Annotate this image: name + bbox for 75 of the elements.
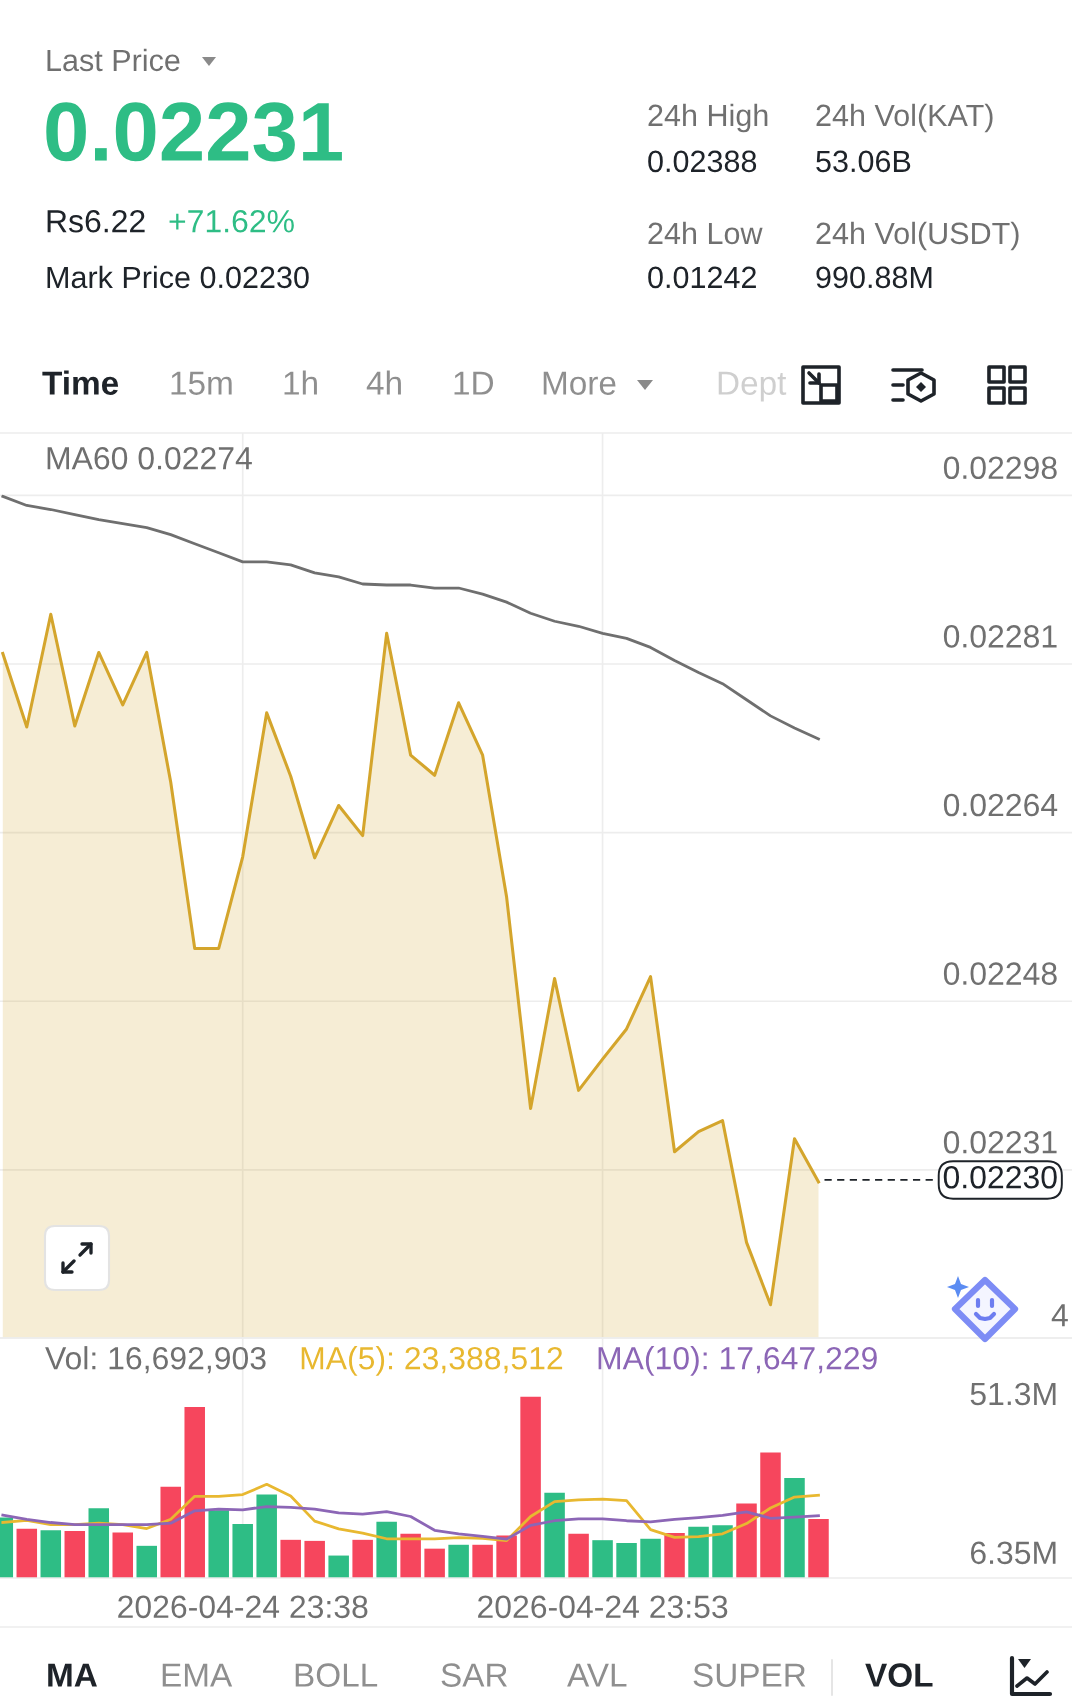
text: VOL — [865, 1663, 933, 1687]
bar — [496, 1535, 517, 1578]
text: 15m — [171, 371, 232, 395]
y-tick-label: 0.02248 — [943, 962, 1057, 985]
bar — [544, 1492, 565, 1578]
text: EMA — [162, 1663, 233, 1687]
bar — [712, 1525, 733, 1578]
text: 24h Vol(USDT) — [816, 221, 1019, 251]
bar — [208, 1510, 229, 1578]
text: 53.06B — [816, 150, 911, 173]
bar — [112, 1532, 134, 1578]
text: MA — [48, 1663, 97, 1687]
text: 24h Low — [648, 221, 763, 245]
bar — [376, 1521, 397, 1578]
y-tick-label: 0.02281 — [943, 625, 1057, 648]
bar — [448, 1544, 469, 1578]
bar — [472, 1544, 493, 1578]
bar — [520, 1396, 541, 1578]
bar — [640, 1538, 661, 1578]
text: More — [543, 371, 616, 395]
text: Rs6.22 — [47, 209, 145, 233]
y-tick-label: 0.02264 — [943, 793, 1058, 817]
text: 0.01242 — [648, 266, 756, 289]
text: 1h — [284, 370, 317, 395]
text: 0.02388 — [648, 150, 757, 173]
bar — [760, 1452, 781, 1578]
bar — [424, 1548, 445, 1578]
y-tick-label: 6.35M — [970, 1541, 1056, 1565]
bar — [664, 1533, 685, 1578]
text: AVL — [567, 1663, 627, 1687]
annotation: 4 — [1051, 1304, 1068, 1327]
ref-line-label: 0.02230 — [943, 1165, 1057, 1189]
text: Time — [42, 370, 119, 395]
text: 1D — [454, 371, 494, 395]
text: MA(10): 17,647,229 — [598, 1346, 877, 1376]
bar — [688, 1526, 709, 1578]
bar — [568, 1533, 589, 1578]
bar — [592, 1540, 613, 1578]
line-series — [1, 1505, 820, 1541]
annotation: Vol: 16,692,903 — [45, 1346, 266, 1374]
text: +71.62% — [169, 209, 294, 233]
text: SUPER — [693, 1663, 806, 1687]
y-tick-label: 51.3M — [970, 1382, 1056, 1406]
y-tick-label: 0.02298 — [943, 456, 1057, 480]
bar — [400, 1533, 421, 1578]
text: Last Price — [47, 48, 180, 72]
text: 990.88M — [816, 266, 932, 289]
bar — [352, 1539, 373, 1578]
bar — [136, 1545, 157, 1578]
text: 4h — [366, 370, 401, 395]
text: SAR — [441, 1663, 507, 1687]
bar — [616, 1543, 637, 1578]
bar — [40, 1530, 62, 1578]
bar — [808, 1519, 829, 1578]
x-tick-label: 2026-04-24 23:53 — [478, 1595, 728, 1619]
bar — [328, 1555, 349, 1578]
text: Mark Price 0.02230 — [47, 265, 309, 289]
bar — [280, 1539, 301, 1578]
text: 0.02231 — [46, 102, 342, 162]
bar — [64, 1530, 86, 1578]
bar — [160, 1486, 181, 1578]
text: 24h High — [648, 103, 768, 133]
bar — [784, 1477, 805, 1578]
x-tick-label: 2026-04-24 23:38 — [118, 1595, 368, 1619]
bar — [88, 1508, 110, 1578]
series-label: MA60 0.02274 — [47, 446, 252, 470]
bar — [232, 1523, 253, 1578]
bar — [304, 1540, 325, 1578]
text: 24h Vol(KAT) — [816, 103, 993, 133]
text: BOLL — [295, 1663, 378, 1687]
bar — [256, 1494, 277, 1578]
y-tick-label: 0.02231 — [943, 1130, 1057, 1154]
text: MA(5): 23,388,512 — [301, 1346, 563, 1376]
bar — [184, 1406, 205, 1578]
bar — [736, 1503, 757, 1578]
